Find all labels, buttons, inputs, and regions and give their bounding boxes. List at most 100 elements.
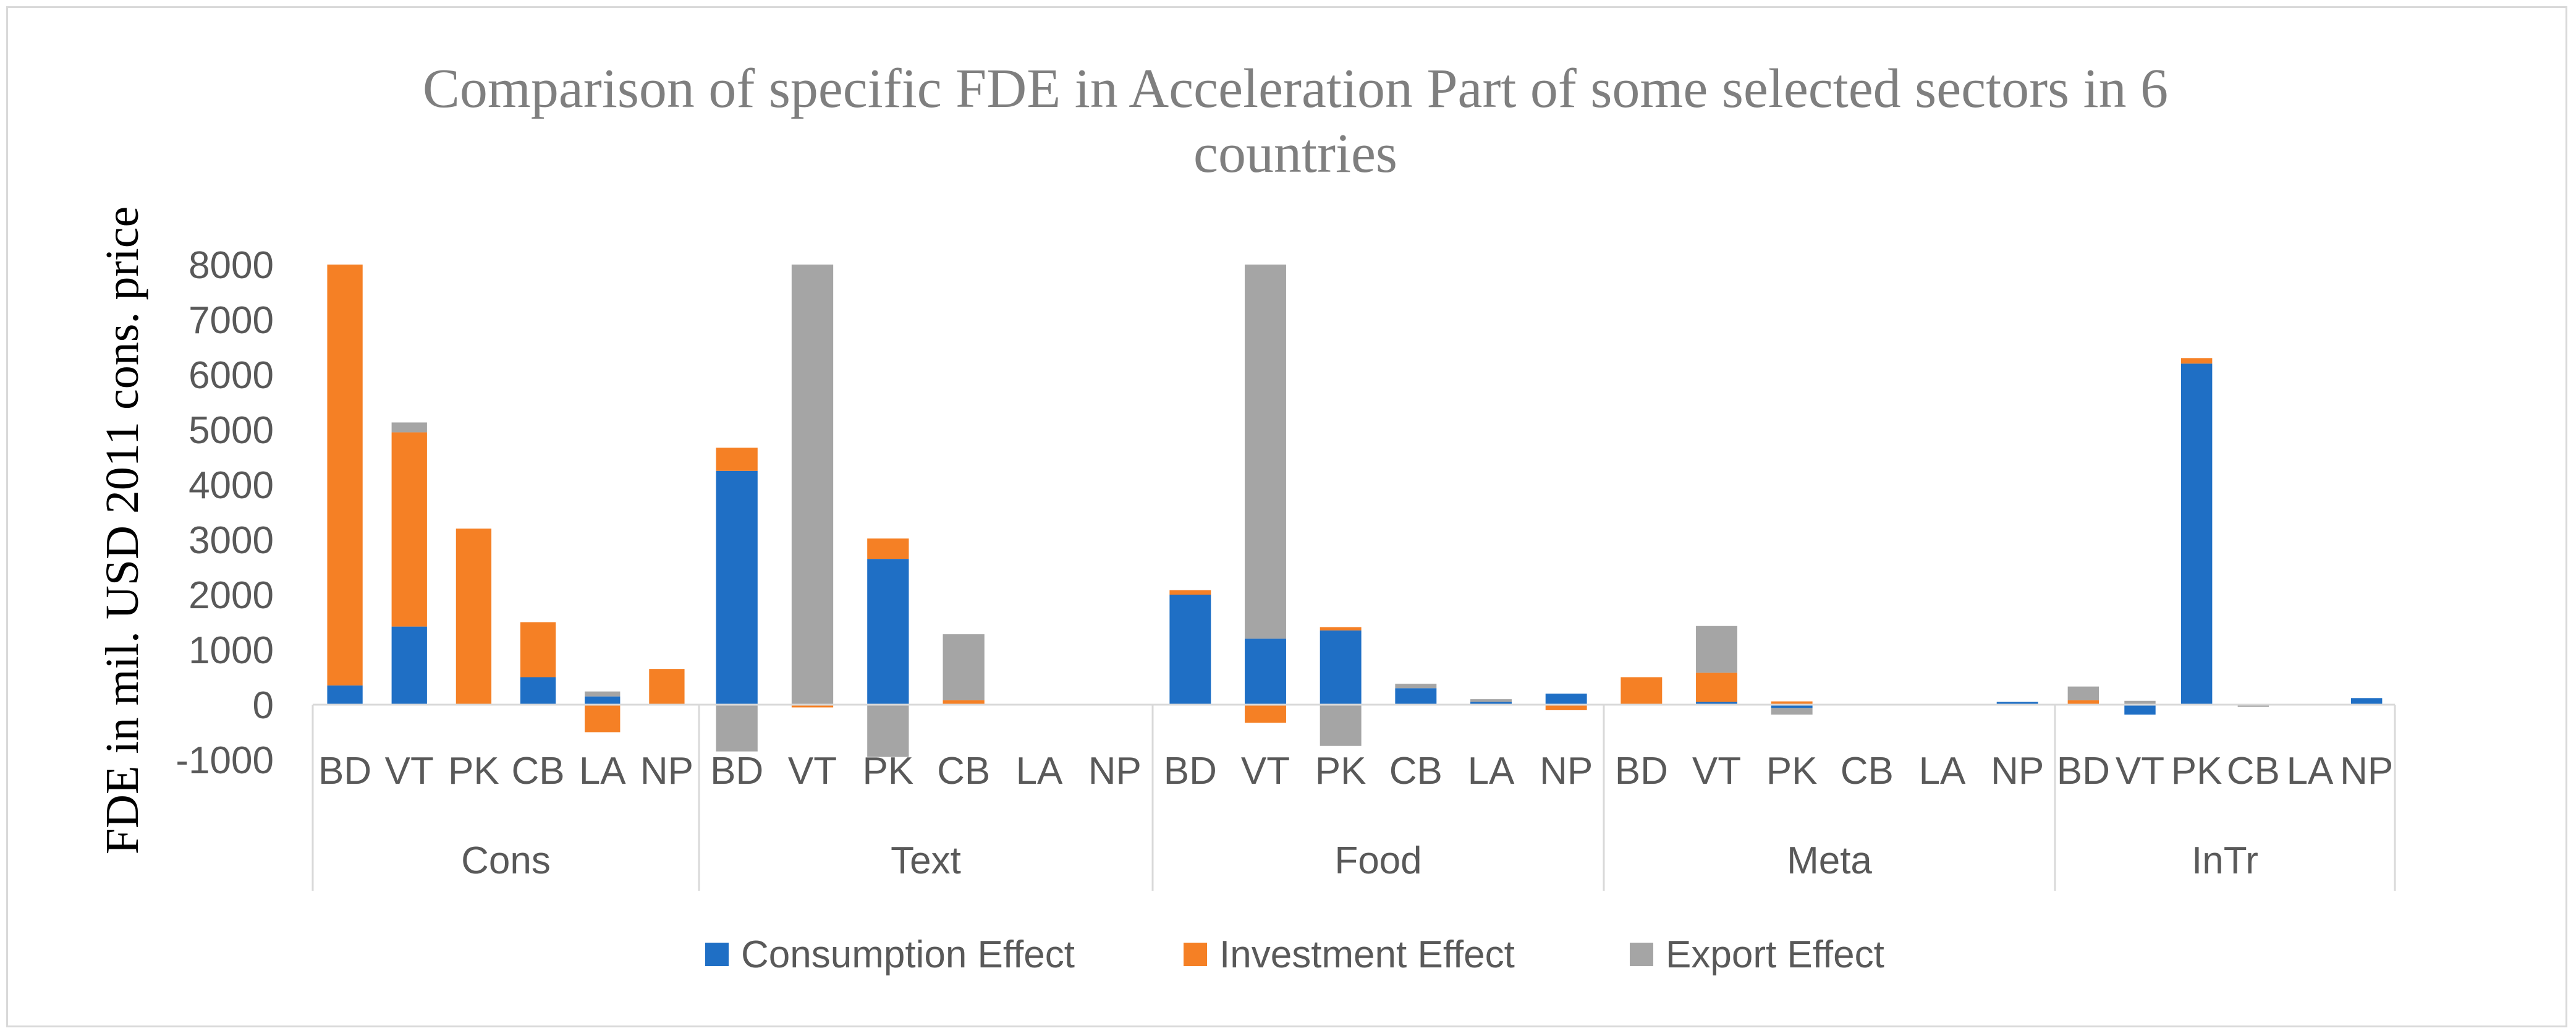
bar-segment [1320,630,1362,705]
legend-swatch [1184,943,1207,966]
category-label: NP [1991,750,2044,792]
bar-segment [943,700,985,705]
bar-segment [1320,705,1362,746]
legend-label: Investment Effect [1219,933,1515,976]
legend-swatch [705,943,729,966]
chart-title-line-1: Comparison of specific FDE in Accelerati… [423,58,2168,119]
category-label: LA [1919,750,1966,792]
bar-segment [2350,698,2383,705]
bar-segment [1169,595,1211,705]
bar-segment [867,705,909,757]
bar-segment [391,422,427,433]
category-label: LA [579,750,626,792]
group-label: Text [891,839,961,882]
category-label: LA [2287,750,2334,792]
y-tick-label: 4000 [189,464,274,507]
bar-segment [2180,358,2213,364]
y-tick-label: 1000 [189,629,274,672]
group-label: Cons [461,839,551,882]
bar-segment [585,696,621,705]
bar-segment [391,432,427,627]
y-tick-label: 3000 [189,519,274,562]
bar-segment [791,265,834,705]
category-label: VT [788,750,837,792]
bar-segment [1771,708,1813,715]
bar-segment [1545,705,1587,710]
y-tick-label: 8000 [189,244,274,287]
bar-segment [2124,700,2156,705]
y-axis-label: FDE in mil. USD 2011 cons. price [96,206,148,854]
bar-segment [1545,694,1587,705]
category-label: PK [1766,750,1818,792]
group-label: Food [1334,839,1421,882]
legend-label: Export Effect [1666,933,1884,976]
bar-segment [867,559,909,705]
category-label: CB [937,750,990,792]
bar-segment [2067,686,2099,700]
bar-segment [649,669,685,705]
category-label: CB [2227,750,2280,792]
bar-segment [327,265,363,686]
category-label: NP [640,750,693,792]
y-axis-ticks: -1000 0 1000 2000 3000 4000 5000 6000 7000 8000 [176,244,274,782]
bar-segment [585,705,621,732]
bar-segment [716,705,758,752]
bars-layer [327,265,2383,757]
category-label: BD [2057,750,2110,792]
bar-segment [2067,700,2099,705]
category-label: LA [1468,750,1515,792]
bar-segment [2180,363,2213,705]
chart-container: Comparison of specific FDE in Accelerati… [6,6,2567,1027]
bar-segment [1696,673,1737,702]
category-label: BD [1615,750,1668,792]
category-label: PK [448,750,499,792]
bar-segment [455,529,492,705]
category-label: BD [710,750,763,792]
category-label: VT [385,750,434,792]
y-tick-label: 6000 [189,354,274,397]
chart-title-line-2: countries [1193,123,1397,184]
bar-segment [1996,702,2038,705]
category-label: NP [2340,750,2393,792]
bar-segment [2124,705,2156,715]
category-label: NP [1540,750,1593,792]
category-label: LA [1016,750,1063,792]
legend: Consumption Effect Investment Effect Expor… [705,933,1884,976]
bar-segment [867,538,909,559]
bar-segment [1245,639,1286,705]
y-tick-label: 7000 [189,299,274,342]
y-tick-label: -1000 [176,739,274,782]
bar-segment [520,677,556,705]
bar-segment [1470,702,1512,705]
bar-segment [1696,702,1737,705]
group-label: InTr [2192,839,2258,882]
bar-segment [520,622,556,677]
legend-swatch [1630,943,1653,966]
bar-segment [1245,265,1286,639]
category-label: PK [2171,750,2222,792]
bar-segment [716,470,758,705]
category-label: VT [2116,750,2164,792]
category-label: PK [1315,750,1366,792]
bar-segment [327,685,363,705]
bar-segment [943,634,985,700]
legend-label: Consumption Effect [741,933,1075,976]
bar-segment [1771,701,1813,705]
bar-segment [585,691,621,697]
category-label: CB [512,750,565,792]
bar-segment [2237,705,2269,707]
bar-segment [1621,677,1663,705]
category-label: BD [318,750,371,792]
y-tick-label: 2000 [189,574,274,617]
y-tick-label: 5000 [189,409,274,452]
bar-segment [1771,705,1813,708]
bar-segment [716,448,758,471]
bar-segment [1696,626,1737,673]
bar-segment [1320,627,1362,631]
bar-segment [1395,688,1437,705]
category-label: CB [1389,750,1443,792]
category-label: BD [1164,750,1217,792]
bar-segment [1245,705,1286,723]
category-label: NP [1088,750,1142,792]
